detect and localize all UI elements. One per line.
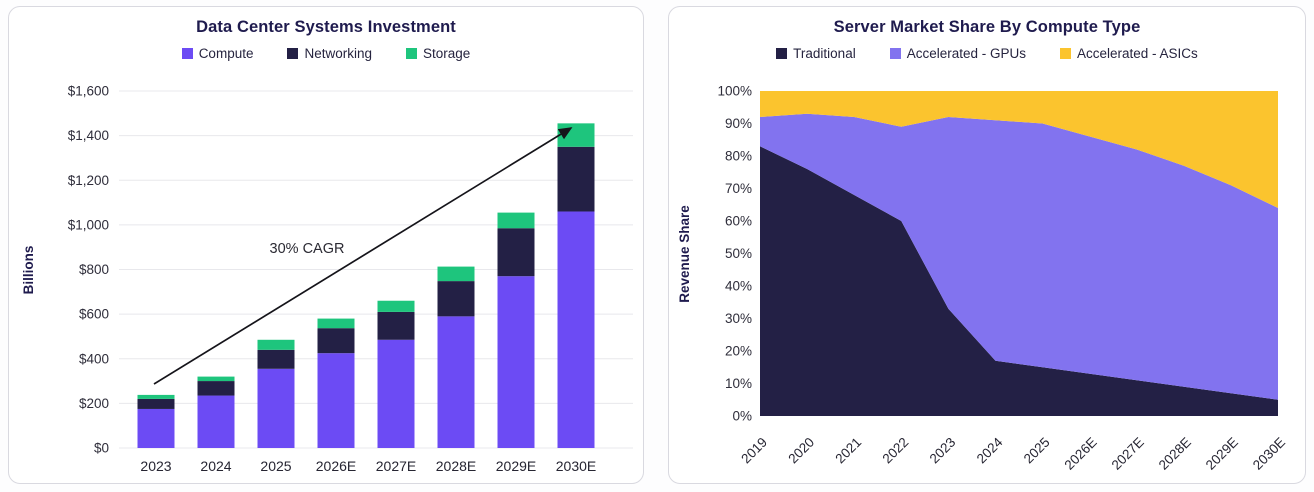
legend-swatch-accelerated-gpus: [889, 47, 901, 59]
legend-market-share: Traditional Accelerated - GPUs Accelerated…: [669, 43, 1305, 63]
legend-swatch-traditional: [776, 47, 788, 59]
x-axis-tick: 2029E: [496, 458, 536, 474]
x-axis-tick: 2030E: [556, 458, 596, 474]
x-axis-tick: 2028E: [1156, 435, 1194, 473]
x-axis-tick: 2023: [927, 435, 959, 467]
y-axis-tick: 70%: [725, 181, 752, 196]
bar-segment-compute-2024: [197, 395, 235, 448]
bar-segment-networking-2027e: [377, 311, 415, 340]
legend-item-compute: Compute: [181, 45, 254, 61]
x-axis-tick: 2024: [974, 434, 1006, 466]
legend-label: Compute: [198, 45, 254, 61]
bar-segment-compute-2030e: [557, 211, 595, 448]
y-axis-tick: $0: [94, 441, 109, 456]
area-traditional: [760, 146, 1278, 416]
x-axis-tick: 2019: [738, 435, 770, 467]
y-axis-title: Revenue Share: [677, 205, 692, 303]
bar-segment-storage-2027e: [377, 300, 415, 312]
x-axis-tick: 2027E: [376, 458, 416, 474]
legend-item-networking: Networking: [287, 46, 372, 61]
bar-segment-networking-2030e: [557, 146, 595, 212]
x-axis-tick: 2022: [880, 435, 912, 467]
bar-segment-storage-2024: [197, 376, 235, 382]
chart-title-investment: Data Center Systems Investment: [196, 18, 456, 36]
y-axis-tick: 10%: [725, 376, 752, 391]
card-server-market-share: Server Market Share By Compute Type Trad…: [668, 6, 1306, 484]
legend-item-accelerated-asics: Accelerated - ASICs: [1060, 46, 1198, 61]
bar-segment-compute-2025: [257, 368, 295, 448]
bar-segment-storage-2028e: [437, 266, 475, 282]
card-datacenter-investment: Data Center Systems Investment Compute Ne…: [8, 6, 644, 484]
bar-segment-networking-2023: [137, 398, 175, 409]
y-axis-tick: 60%: [725, 214, 752, 229]
y-axis-tick: $200: [79, 396, 109, 411]
x-axis-tick: 2028E: [436, 458, 476, 474]
x-axis-tick: 2024: [200, 458, 231, 474]
y-axis-tick: 30%: [725, 311, 752, 326]
bar-segment-storage-2030e: [557, 123, 595, 147]
legend-item-traditional: Traditional: [776, 46, 856, 61]
y-axis-tick: 20%: [725, 344, 752, 359]
legend-item-accelerated-gpus: Accelerated - GPUs: [889, 45, 1026, 61]
bar-segment-compute-2023: [137, 408, 175, 448]
bar-segment-compute-2027e: [377, 339, 415, 448]
chart-title-market-share: Server Market Share By Compute Type: [833, 18, 1141, 36]
legend-label: Traditional: [793, 45, 856, 61]
legend-label: Networking: [304, 45, 372, 61]
x-axis-tick: 2025: [1021, 435, 1053, 467]
y-axis-tick: $600: [79, 307, 109, 322]
x-axis-tick: 2026E: [1062, 435, 1100, 473]
x-axis-tick: 2020: [785, 435, 817, 467]
y-axis-tick: $1,400: [68, 128, 109, 143]
bar-segment-networking-2024: [197, 381, 235, 396]
market-share-area-chart: 0% 10% 20% 30% 40% 50% 60% 70% 80% 90% 100% Revenue…: [677, 84, 1288, 473]
area-accelerated-asics: [760, 91, 1278, 208]
y-axis-tick: 80%: [725, 149, 752, 164]
legend-swatch-accelerated-asics: [1060, 47, 1071, 59]
bar-segment-compute-2028e: [437, 316, 475, 448]
y-axis-tick: 0%: [732, 409, 752, 424]
legend-label: Accelerated - ASICs: [1077, 45, 1198, 61]
x-axis-tick: 2021: [832, 435, 864, 467]
bar-segment-compute-2026e: [317, 353, 355, 448]
bar-segment-compute-2029e: [497, 276, 535, 448]
bar-segment-storage-2026e: [317, 318, 355, 329]
area-accelerated-gpus: [760, 113, 1278, 400]
x-axis-tick: 2026E: [316, 458, 356, 474]
legend-swatch-networking: [287, 47, 299, 59]
y-axis-tick: $800: [79, 262, 109, 277]
y-axis-tick: 90%: [725, 116, 752, 131]
y-axis-title: Billions: [21, 246, 36, 295]
x-axis-tick: 2029E: [1203, 435, 1241, 473]
y-axis-tick: $1,200: [68, 173, 109, 188]
y-axis-tick: $1,600: [68, 84, 109, 99]
bar-segment-networking-2026e: [317, 328, 355, 354]
investment-bar-chart: $0 $200 $400 $600 $800 $1,000 $1,200 $1,400 $1,6…: [21, 84, 633, 474]
y-axis-tick: 40%: [725, 279, 752, 294]
x-axis-tick: 2030E: [1250, 435, 1288, 473]
bar-segment-storage-2025: [257, 339, 295, 350]
cagr-annotation: 30% CAGR: [270, 241, 345, 257]
x-axis-tick: 2025: [260, 458, 291, 474]
bar-segment-storage-2023: [137, 394, 175, 399]
legend-swatch-compute: [181, 47, 193, 59]
x-axis-tick: 2023: [140, 458, 171, 474]
cagr-arrow: [153, 127, 573, 385]
legend-swatch-storage: [406, 47, 417, 59]
bar-segment-networking-2025: [257, 349, 295, 369]
bar-segment-networking-2028e: [437, 281, 475, 317]
y-axis-tick: $400: [79, 351, 109, 366]
legend-item-storage: Storage: [406, 46, 470, 61]
bar-segment-networking-2029e: [497, 228, 535, 277]
y-axis-tick: 100%: [717, 84, 752, 99]
y-axis-tick: 50%: [725, 246, 752, 261]
legend-label: Storage: [423, 45, 471, 61]
x-axis-tick: 2027E: [1109, 435, 1147, 473]
legend-label: Accelerated - GPUs: [906, 45, 1026, 61]
y-axis-tick: $1,000: [68, 217, 109, 232]
legend-investment: Compute Networking Storage: [9, 43, 643, 63]
bar-segment-storage-2029e: [497, 212, 535, 229]
